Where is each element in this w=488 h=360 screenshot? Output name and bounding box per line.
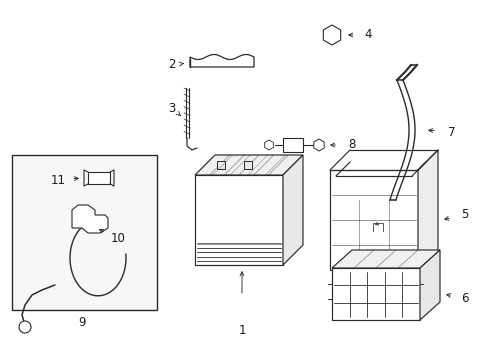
Text: 11: 11 — [50, 174, 65, 186]
Polygon shape — [329, 170, 417, 270]
Text: 6: 6 — [460, 292, 468, 305]
Text: 7: 7 — [447, 126, 455, 139]
Polygon shape — [244, 161, 251, 169]
Circle shape — [326, 30, 336, 40]
Text: 5: 5 — [460, 208, 468, 221]
Polygon shape — [331, 250, 439, 268]
Polygon shape — [264, 140, 273, 150]
Text: 3: 3 — [168, 102, 175, 114]
Bar — [88, 172, 110, 184]
Ellipse shape — [215, 60, 228, 66]
Text: 2: 2 — [168, 58, 175, 72]
Polygon shape — [283, 155, 303, 265]
Text: 9: 9 — [78, 315, 85, 328]
Polygon shape — [417, 150, 437, 270]
Circle shape — [19, 321, 31, 333]
Polygon shape — [195, 175, 283, 265]
Polygon shape — [419, 250, 439, 320]
Bar — [283, 138, 303, 152]
Polygon shape — [217, 161, 225, 169]
Text: 4: 4 — [364, 28, 371, 41]
Text: 1: 1 — [238, 324, 245, 337]
Polygon shape — [72, 205, 108, 233]
Polygon shape — [331, 268, 419, 320]
Text: 8: 8 — [347, 139, 355, 152]
Text: 10: 10 — [110, 231, 125, 244]
Bar — [12, 155, 157, 310]
Polygon shape — [195, 155, 303, 175]
Circle shape — [315, 142, 321, 148]
Polygon shape — [190, 54, 253, 67]
Polygon shape — [313, 139, 324, 151]
Polygon shape — [323, 25, 340, 45]
